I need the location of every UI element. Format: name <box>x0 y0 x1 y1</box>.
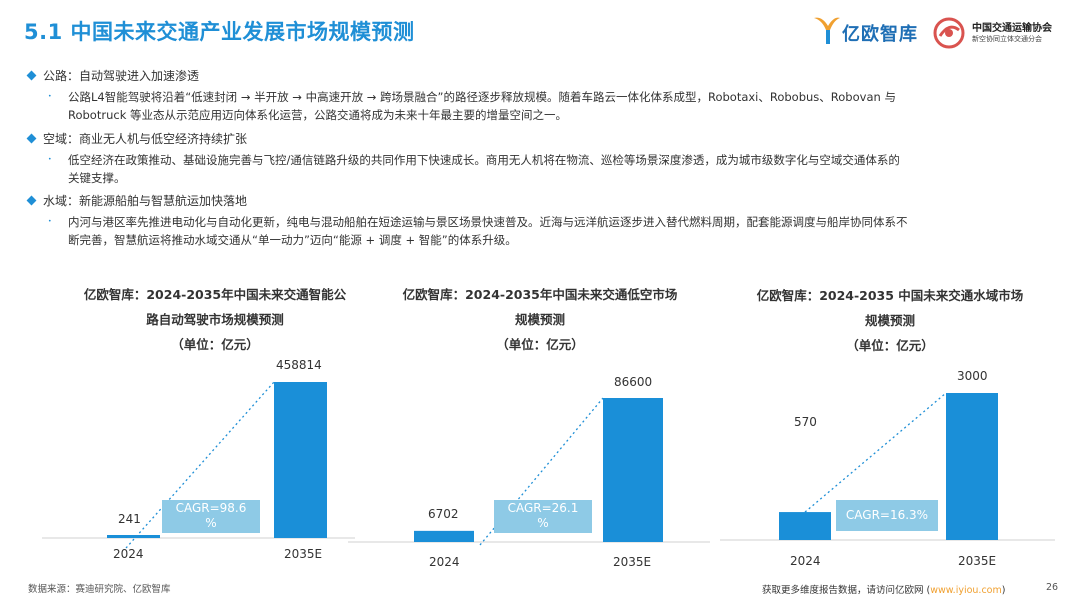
section-heading-air: 空域：商业无人机与低空经济持续扩张 <box>26 130 247 147</box>
chart1-value-2024: 241 <box>118 512 141 526</box>
yiou-logo-text: 亿欧智库 <box>842 24 918 45</box>
iyiou-link[interactable]: www.iyiou.com <box>930 585 1002 596</box>
page-title: 5.1 中国未来交通产业发展市场规模预测 <box>24 20 415 44</box>
chart1-category-2035: 2035E <box>284 547 323 561</box>
footer-more-info: 获取更多维度报告数据，请访问亿欧网 (www.iyiou.com) <box>762 585 1006 596</box>
association-subname: 新空协同立体交通分会 <box>972 35 1042 43</box>
chart3-value-2024: 570 <box>794 415 817 429</box>
chart1-title: 亿欧智库：2024-2035年中国未来交通智能公 路自动驾驶市场规模预测 （单位… <box>83 287 347 352</box>
chart2-cagr-box: CAGR=26.1% <box>494 500 592 533</box>
chart2-category-2035: 2035E <box>613 555 652 569</box>
chart2-value-2035: 86600 <box>614 375 653 389</box>
page-number: 26 <box>1046 582 1059 593</box>
bullet-icon: • <box>48 218 52 225</box>
yiou-logo-icon <box>814 17 840 44</box>
chart1-value-2035: 458814 <box>276 358 322 372</box>
chart2-title: 亿欧智库：2024-2035年中国未来交通低空市场 规模预测 （单位：亿元） <box>402 287 678 352</box>
chart3-value-2035: 3000 <box>957 369 988 383</box>
chart3-cagr-box: CAGR=16.3% <box>836 500 938 531</box>
chart1-bar-2035E <box>274 382 327 538</box>
chart3-bar-2024 <box>779 512 831 540</box>
chart3-category-2024: 2024 <box>790 554 821 568</box>
association-logo-icon <box>933 17 965 49</box>
data-source: 数据来源：赛迪研究院、亿欧智库 <box>28 584 171 595</box>
chart1-trend-line <box>125 381 275 549</box>
chart2-bar-2024 <box>414 530 474 542</box>
chart2-value-2024: 6702 <box>428 507 459 521</box>
chart3-bar-2035E <box>946 393 998 540</box>
chart3-title: 亿欧智库：2024-2035 中国未来交通水域市场 规模预测 （单位：亿元） <box>756 288 1024 353</box>
chart3-trend-line <box>804 392 947 513</box>
section-text-air: 低空经济在政策推动、基础设施完善与飞控/通信链路升级的共同作用下快速成长。商用无… <box>68 153 900 185</box>
bullet-icon: • <box>48 93 52 100</box>
section-heading-road: 公路：自动驾驶进入加速渗透 <box>26 67 199 84</box>
section-text-road: 公路L4智能驾驶将沿着“低速封闭 → 半开放 → 中高速开放 → 跨场景融合”的… <box>68 90 896 122</box>
association-name: 中国交通运输协会 <box>972 23 1052 34</box>
chart3-category-2035: 2035E <box>958 554 997 568</box>
bullet-icon: • <box>48 156 52 163</box>
chart1-bar-2024 <box>107 535 160 538</box>
section-text-water: 内河与港区率先推进电动化与自动化更新，纯电与混动船舶在短途运输与景区场景快速普及… <box>68 215 908 247</box>
section-heading-water: 水域：新能源船舶与智慧航运加快落地 <box>26 192 247 209</box>
chart1-category-2024: 2024 <box>113 547 144 561</box>
header-logos: 亿欧智库 中国交通运输协会 新空协同立体交通分会 <box>812 14 1072 50</box>
chart2-category-2024: 2024 <box>429 555 460 569</box>
chart1-cagr-box: CAGR=98.6% <box>162 500 260 533</box>
chart2-bar-2035E <box>603 398 663 542</box>
